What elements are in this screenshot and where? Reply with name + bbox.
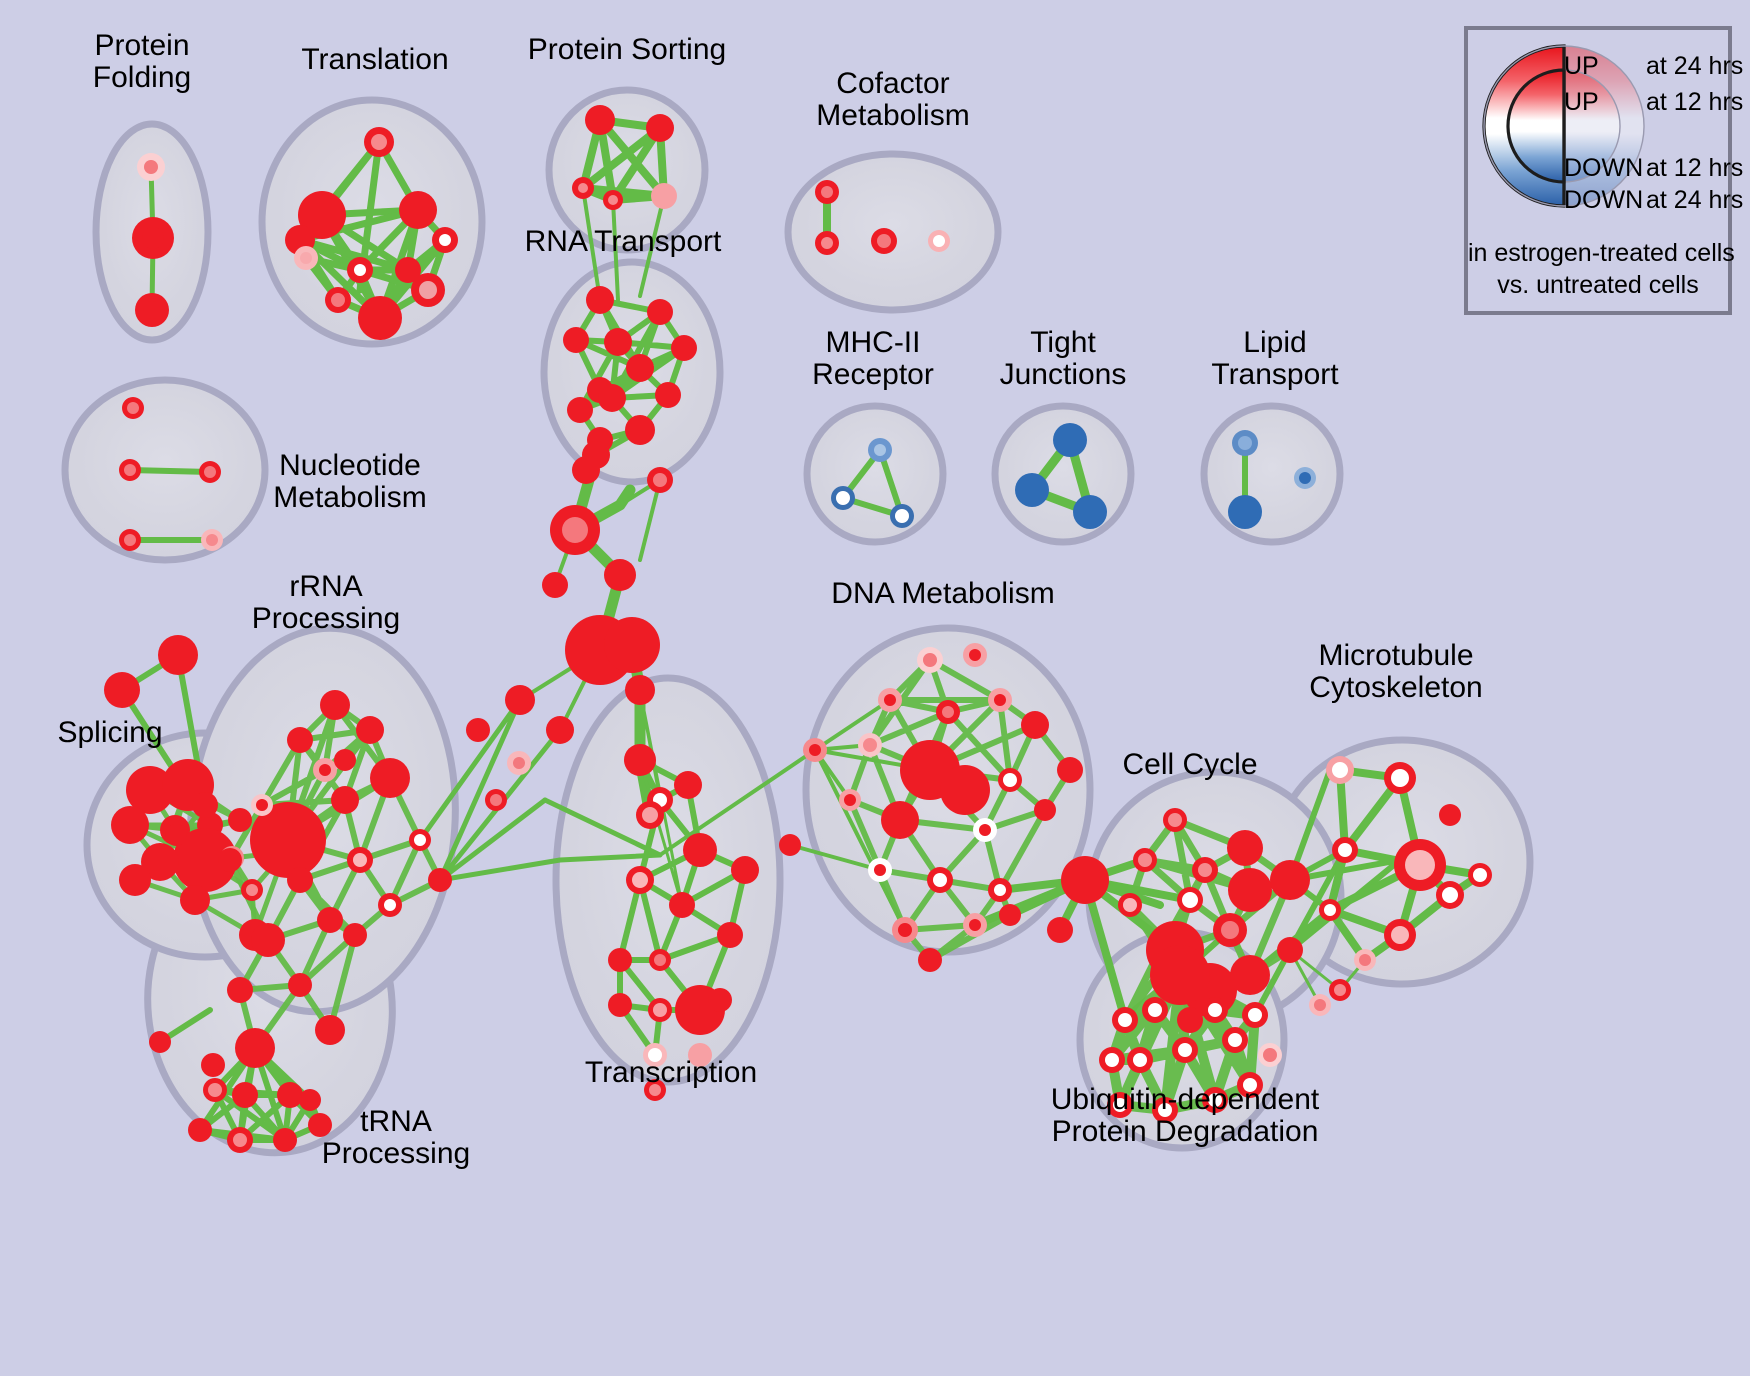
- cluster-label-rna-transport: RNA Transport: [524, 225, 722, 258]
- legend-box: UP at 24 hrs UP at 12 hrs DOWN at 12 hrs…: [1464, 26, 1743, 315]
- node-group-transcription[interactable]: [608, 833, 759, 1101]
- edge-group-nucleotide-metabolism: [127, 467, 215, 543]
- legend-footer-line2: vs. untreated cells: [1497, 271, 1699, 299]
- edge-group-protein-sorting: [579, 116, 668, 204]
- edge-group-translation: [296, 138, 449, 322]
- cluster-label-tight-junctions: Tight Junctions: [999, 326, 1127, 392]
- node-group-translation[interactable]: [285, 127, 458, 340]
- cluster-label-microtubule-cytoskeleton: Microtubule Cytoskeleton: [1309, 639, 1483, 705]
- legend-state-0: UP: [1564, 52, 1599, 80]
- cluster-label-mhc-ii-receptor: MHC-II Receptor: [812, 326, 934, 392]
- legend-time-1: at 12 hrs: [1646, 88, 1744, 116]
- cluster-hull-lipid-transport: [1200, 402, 1344, 546]
- cluster-label-protein-sorting: Protein Sorting: [527, 33, 727, 66]
- node-group-trna-processing[interactable]: [188, 1053, 332, 1153]
- cluster-label-cell-cycle: Cell Cycle: [1122, 748, 1258, 781]
- cluster-label-dna-metabolism: DNA Metabolism: [831, 577, 1055, 610]
- node-group-microtubule-cytoskeleton[interactable]: [1319, 756, 1492, 971]
- node-group-tight-junctions[interactable]: [1015, 423, 1107, 529]
- cluster-label-lipid-transport: Lipid Transport: [1211, 326, 1339, 392]
- cluster-label-rrna-processing: rRNA Processing: [251, 570, 401, 636]
- node-group-mhc-ii-receptor[interactable]: [831, 438, 914, 528]
- node-group-dna-metabolism[interactable]: [779, 643, 1109, 972]
- legend-time-0: at 24 hrs: [1646, 52, 1744, 80]
- edge-group-dna-bridges: [658, 698, 932, 932]
- node-group-spine[interactable]: [466, 456, 702, 829]
- node-group-lipid-transport[interactable]: [1228, 430, 1316, 529]
- cluster-label-cofactor-metabolism: Cofactor Metabolism: [816, 67, 970, 133]
- cluster-label-nucleotide-metabolism: Nucleotide Metabolism: [273, 449, 427, 515]
- cluster-label-transcription: Transcription: [584, 1056, 758, 1089]
- cluster-label-trna-processing: tRNA Processing: [321, 1105, 471, 1171]
- cluster-hull-mhc-ii-receptor: [803, 402, 947, 546]
- node-group-protein-sorting[interactable]: [572, 105, 677, 210]
- cluster-hull-transcription: [552, 674, 784, 1086]
- legend-time-3: at 24 hrs: [1646, 186, 1744, 214]
- node-group-rna-transport[interactable]: [563, 286, 697, 469]
- legend-colorbar-glyph: [1482, 44, 1645, 208]
- edge-group-sorting-to-transport: [581, 186, 666, 302]
- legend-footer-line1: in estrogen-treated cells: [1468, 239, 1735, 267]
- legend-state-1: UP: [1564, 88, 1599, 116]
- node-group-ubiquitin-degradation[interactable]: [1099, 945, 1282, 1123]
- node-group-rrna-processing[interactable]: [218, 690, 452, 1068]
- legend-time-2: at 12 hrs: [1646, 154, 1744, 182]
- cluster-label-splicing: Splicing: [57, 716, 163, 749]
- node-group-cell-cycle[interactable]: [1118, 808, 1351, 1033]
- cluster-label-translation: Translation: [301, 43, 449, 76]
- legend-state-3: DOWN: [1564, 186, 1644, 214]
- cluster-label-ubiquitin-degradation: Ubiquitin-dependent Protein Degradation: [1050, 1083, 1320, 1149]
- node-group-nucleotide-metabolism[interactable]: [119, 397, 223, 551]
- node-group-protein-folding[interactable]: [132, 153, 174, 327]
- legend-state-2: DOWN: [1564, 154, 1644, 182]
- node-group-cofactor-metabolism[interactable]: [815, 180, 950, 255]
- cluster-label-protein-folding: Protein Folding: [92, 29, 192, 95]
